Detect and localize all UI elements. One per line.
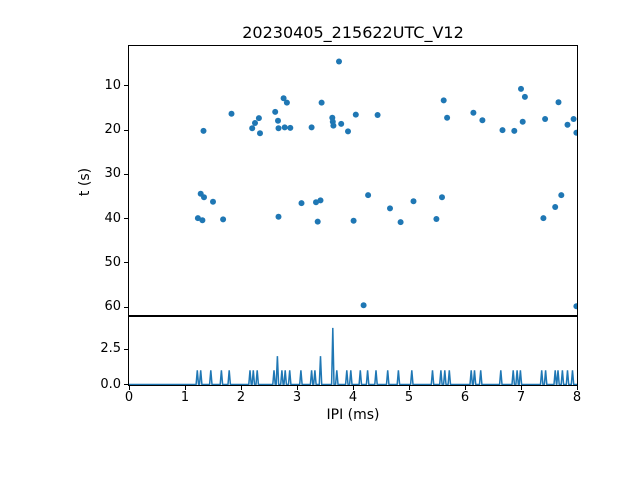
chart-title: 20230405_215622UTC_V12 bbox=[242, 23, 464, 42]
x-tick-label: 4 bbox=[348, 390, 358, 405]
scatter-point bbox=[298, 200, 305, 207]
y-tick-label: 10 bbox=[104, 77, 121, 93]
scatter-point bbox=[200, 127, 207, 134]
x-tick-mark bbox=[240, 386, 242, 390]
scatter-point bbox=[210, 198, 216, 205]
y-tick-label: 2.5 bbox=[100, 341, 121, 357]
scatter-point bbox=[201, 194, 207, 201]
scatter-point bbox=[555, 99, 562, 106]
x-tick-mark bbox=[128, 386, 130, 390]
scatter-point bbox=[558, 192, 565, 199]
y-tick-label: 60 bbox=[104, 299, 121, 314]
scatter-point bbox=[564, 121, 571, 128]
x-tick-mark bbox=[408, 386, 410, 390]
y-tick-label: 50 bbox=[104, 254, 121, 270]
scatter-point bbox=[573, 303, 577, 310]
scatter-point bbox=[570, 116, 577, 122]
y-tick-label: 40 bbox=[104, 210, 121, 226]
scatter-point bbox=[345, 128, 351, 135]
y-tick-mark bbox=[124, 306, 128, 308]
scatter-point bbox=[518, 85, 524, 92]
x-tick-mark bbox=[576, 386, 578, 390]
scatter-point bbox=[433, 216, 440, 222]
histogram-line-svg bbox=[129, 327, 577, 385]
x-tick-label: 1 bbox=[180, 390, 190, 405]
scatter-point bbox=[542, 116, 549, 122]
scatter-point bbox=[249, 125, 256, 132]
scatter-point bbox=[314, 218, 321, 225]
y-tick-mark bbox=[124, 348, 128, 350]
scatter-points-svg bbox=[194, 58, 577, 310]
x-tick-mark bbox=[352, 386, 354, 390]
scatter-point bbox=[552, 204, 559, 210]
y-tick-label: 20 bbox=[104, 122, 121, 138]
scatter-point bbox=[444, 114, 451, 121]
scatter-point bbox=[360, 302, 367, 309]
x-tick-label: 8 bbox=[572, 390, 582, 405]
y-tick-mark bbox=[124, 85, 128, 87]
scatter-point bbox=[283, 99, 290, 106]
x-tick-label: 5 bbox=[404, 390, 414, 405]
y-tick-mark bbox=[124, 218, 128, 219]
x-tick-mark bbox=[296, 386, 298, 390]
y-tick-label: 30 bbox=[104, 166, 121, 182]
scatter-point bbox=[350, 217, 357, 224]
scatter-point bbox=[374, 112, 381, 118]
scatter-point bbox=[228, 110, 235, 117]
scatter-point bbox=[387, 205, 393, 212]
histogram-plot-area bbox=[128, 316, 578, 386]
scatter-point bbox=[521, 93, 528, 100]
scatter-plot-area bbox=[128, 45, 578, 316]
scatter-point bbox=[540, 215, 547, 222]
x-tick-mark bbox=[184, 386, 186, 390]
scatter-point bbox=[511, 127, 518, 134]
scatter-point bbox=[308, 124, 315, 131]
scatter-point bbox=[499, 127, 506, 134]
scatter-point bbox=[410, 198, 417, 205]
scatter-point bbox=[317, 197, 324, 204]
y-tick-mark bbox=[124, 262, 128, 264]
x-axis-label: IPI (ms) bbox=[326, 407, 380, 423]
x-tick-label: 6 bbox=[460, 390, 470, 405]
x-tick-mark bbox=[520, 386, 522, 390]
scatter-point bbox=[275, 213, 282, 220]
scatter-point bbox=[194, 215, 201, 222]
scatter-point bbox=[352, 111, 359, 118]
x-tick-label: 2 bbox=[236, 390, 246, 405]
histogram-series bbox=[129, 327, 577, 385]
scatter-point bbox=[272, 108, 279, 115]
scatter-point bbox=[287, 124, 294, 131]
scatter-point bbox=[257, 130, 263, 137]
y-tick-label: 0.0 bbox=[100, 376, 121, 392]
scatter-point bbox=[199, 217, 206, 224]
scatter-point bbox=[281, 124, 288, 131]
scatter-point bbox=[275, 117, 281, 124]
scatter-point bbox=[365, 192, 372, 199]
scatter-point bbox=[519, 118, 526, 125]
scatter-point bbox=[275, 125, 282, 132]
scatter-point bbox=[440, 97, 447, 104]
y-tick-mark bbox=[124, 384, 128, 385]
scatter-point bbox=[252, 120, 258, 126]
scatter-point bbox=[280, 95, 287, 102]
scatter-point bbox=[220, 216, 227, 223]
scatter-point bbox=[318, 99, 325, 106]
scatter-point bbox=[338, 120, 345, 127]
scatter-point bbox=[479, 117, 486, 124]
scatter-point bbox=[336, 58, 342, 65]
scatter-point bbox=[439, 194, 445, 201]
x-tick-label: 0 bbox=[124, 390, 134, 405]
x-tick-mark bbox=[464, 386, 466, 390]
scatter-point bbox=[397, 219, 404, 226]
scatter-point bbox=[330, 122, 337, 129]
y-tick-mark bbox=[124, 129, 128, 131]
scatter-point bbox=[313, 199, 319, 206]
x-tick-label: 3 bbox=[292, 390, 302, 405]
scatter-point bbox=[470, 109, 477, 116]
y-tick-mark bbox=[124, 173, 128, 175]
scatter-point bbox=[573, 129, 577, 136]
scatter-point bbox=[255, 115, 262, 122]
x-tick-label: 7 bbox=[516, 390, 526, 405]
